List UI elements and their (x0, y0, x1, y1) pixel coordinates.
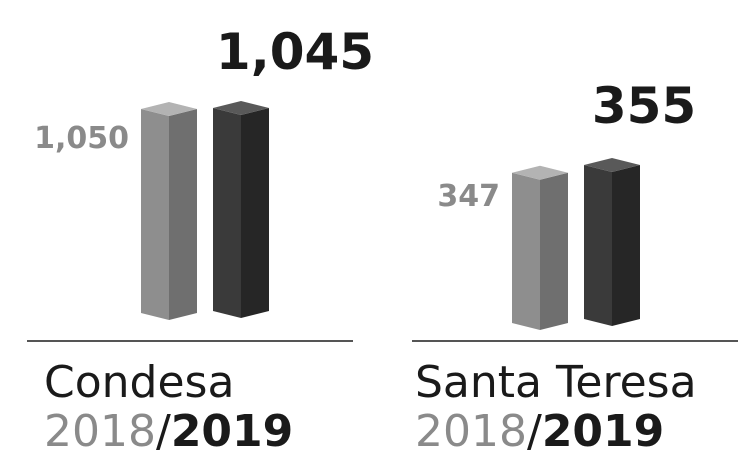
year-2018-label: 2018 (415, 406, 527, 454)
bar-santa-teresa-2018 (512, 165, 568, 330)
bar-condesa-2018 (141, 102, 197, 320)
period-label-santa-teresa: 2018/2019 (415, 406, 664, 454)
year-separator: / (527, 406, 542, 454)
year-2019-label: 2019 (171, 406, 293, 454)
value-label-santa-teresa-2019: 355 (592, 77, 696, 135)
value-label-santa-teresa-2018: 347 (437, 179, 500, 214)
category-label-santa-teresa: Santa Teresa (415, 357, 697, 408)
bar-condesa-2019 (213, 101, 269, 319)
year-separator: / (156, 406, 171, 454)
bar-santa-teresa-2019 (584, 158, 640, 326)
value-labels: 1,050 1,045 347 355 (34, 23, 696, 214)
period-label-condesa: 2018/2019 (44, 406, 293, 454)
year-2019-label: 2019 (542, 406, 664, 454)
category-label-condesa: Condesa (44, 357, 234, 408)
value-label-condesa-2019: 1,045 (216, 23, 374, 81)
bar-marks (141, 101, 640, 330)
year-2018-label: 2018 (44, 406, 156, 454)
value-label-condesa-2018: 1,050 (34, 121, 129, 156)
